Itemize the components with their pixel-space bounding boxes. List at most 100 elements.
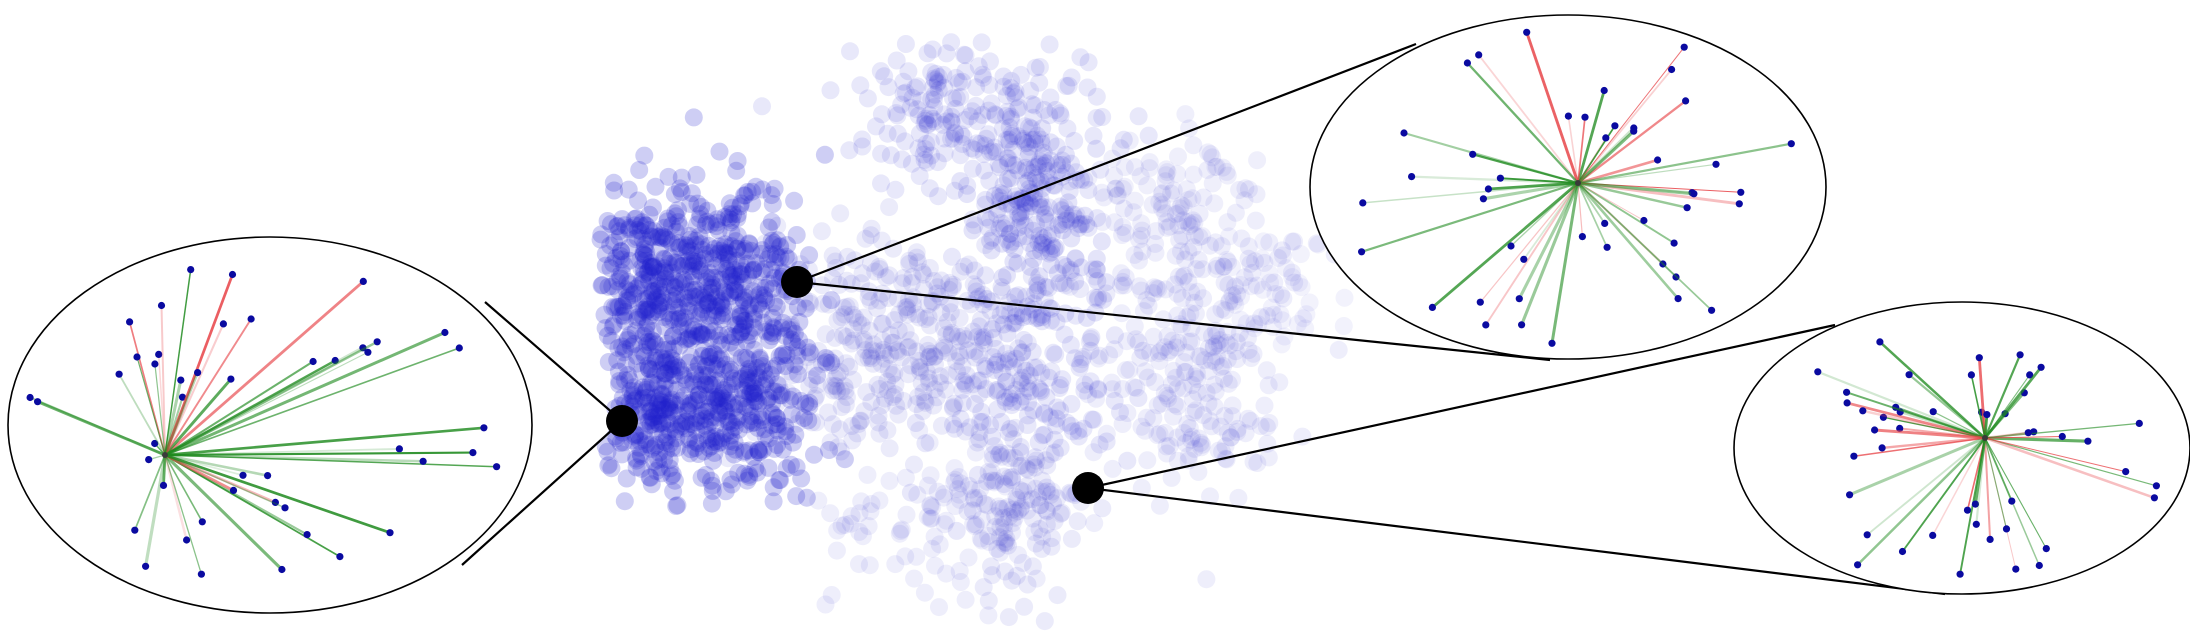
cloud-point (655, 450, 674, 469)
cloud-point (765, 304, 784, 323)
cloud-point (951, 172, 970, 191)
cloud-point (894, 269, 913, 287)
cloud-point (1037, 154, 1056, 173)
cloud-point (732, 265, 751, 284)
cloud-point (956, 111, 975, 129)
cloud-point (725, 260, 743, 279)
cloud-point (1013, 308, 1032, 327)
cloud-point (656, 364, 675, 383)
cloud-point (732, 256, 751, 275)
cloud-point (778, 427, 797, 446)
cloud-point (1189, 251, 1208, 269)
cloud-point (1201, 145, 1220, 164)
cloud-point (1180, 419, 1199, 437)
cloud-point (1186, 367, 1204, 386)
cloud-point (1004, 252, 1023, 271)
cloud-point (762, 416, 781, 435)
neighbor-node (219, 320, 227, 328)
cloud-point (932, 342, 951, 360)
cloud-point (625, 284, 644, 303)
cloud-point (1159, 389, 1178, 408)
cloud-point (989, 200, 1007, 219)
cloud-point (998, 149, 1017, 168)
cloud-point (763, 394, 782, 413)
cloud-point (621, 325, 640, 344)
cloud-point (751, 358, 770, 377)
cloud-point (903, 88, 922, 107)
cloud-point (672, 168, 691, 187)
cloud-point (1047, 416, 1066, 435)
cloud-point (894, 84, 913, 103)
cloud-point (907, 547, 926, 566)
cloud-point (908, 485, 927, 504)
cloud-point (965, 216, 984, 235)
cloud-point (1132, 478, 1151, 497)
cloud-point (822, 353, 841, 372)
cloud-point (1033, 119, 1052, 138)
neighbor-node (2008, 497, 2016, 505)
cloud-point (946, 470, 965, 489)
cloud-point (706, 268, 725, 287)
cloud-point (923, 498, 942, 517)
cloud-point (608, 272, 627, 291)
cloud-point (668, 496, 687, 515)
cloud-point (1062, 529, 1081, 548)
cloud-point (652, 294, 671, 312)
cloud-point (1031, 496, 1049, 515)
cloud-point (1220, 293, 1239, 312)
cloud-point (947, 89, 966, 108)
cloud-point (684, 267, 703, 286)
cloud-point (655, 277, 674, 296)
cloud-point (1085, 514, 1104, 533)
neighbor-node (1735, 200, 1743, 208)
cloud-point (883, 333, 902, 352)
cloud-point (739, 265, 758, 284)
cloud-point (726, 440, 745, 459)
cloud-point (1028, 358, 1047, 377)
cloud-point (1040, 35, 1059, 54)
cloud-point (1001, 107, 1020, 126)
cloud-point (672, 417, 691, 436)
cloud-point (1144, 409, 1163, 428)
cloud-point (728, 239, 747, 258)
neighbor-node (1972, 520, 1980, 528)
cloud-point (1335, 288, 1354, 307)
cloud-point (1184, 238, 1203, 257)
cloud-point (1006, 287, 1025, 306)
cloud-point (1051, 197, 1070, 216)
cloud-point (1016, 216, 1034, 235)
cloud-point (661, 275, 680, 294)
cloud-point (640, 412, 658, 430)
cloud-point (592, 276, 611, 295)
cloud-point (621, 381, 640, 400)
cloud-point (727, 338, 746, 357)
cloud-point (786, 425, 805, 444)
cloud-point (1093, 212, 1112, 231)
cloud-point (642, 360, 661, 379)
cloud-point (971, 134, 990, 153)
cloud-point (710, 350, 728, 369)
cloud-point (657, 229, 676, 248)
cloud-point (910, 124, 929, 143)
cloud-point (991, 184, 1010, 203)
cloud-point (1150, 496, 1169, 515)
cloud-point (1029, 308, 1048, 327)
cloud-point (695, 416, 714, 435)
neighbor-node (1463, 59, 1471, 67)
cloud-point (681, 194, 700, 213)
cloud-point (946, 68, 965, 87)
neighbor-node (309, 357, 317, 366)
cloud-point (1254, 232, 1273, 251)
cloud-point (1112, 264, 1131, 283)
cloud-point (685, 321, 704, 340)
cloud-point (1049, 216, 1068, 234)
cloud-point (1169, 216, 1188, 235)
cloud-point (667, 290, 686, 309)
cloud-point (971, 310, 990, 329)
cloud-point (914, 145, 933, 164)
cloud-point (685, 246, 704, 265)
cloud-point (1028, 276, 1047, 295)
cloud-point (728, 209, 747, 228)
cloud-point (645, 348, 664, 367)
cloud-point (1062, 154, 1080, 173)
